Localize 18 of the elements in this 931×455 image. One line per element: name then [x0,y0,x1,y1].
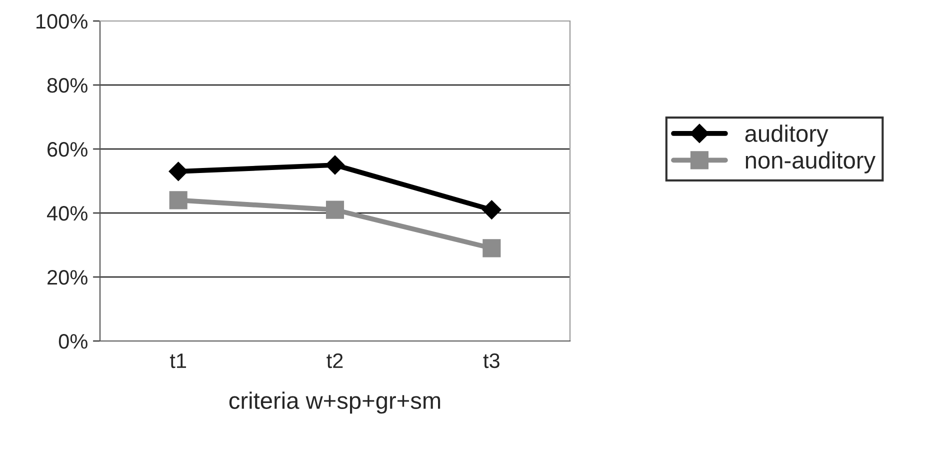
y-tick-label: 40% [46,206,88,221]
point [325,155,345,175]
point [168,162,188,181]
y-tick-label: 0% [58,334,88,349]
y-tick-label: 60% [48,142,88,157]
y-tick-label: 100% [36,14,88,29]
legend-label: non-auditory [746,151,876,174]
point [169,191,188,210]
x-axis-title: criteria w+sp+gr+sm [229,392,440,414]
x-tick-label: t1 [170,354,186,368]
point [482,239,501,258]
x-tick-label: t2 [326,353,343,368]
x-tick-label: t3 [483,353,500,368]
y-tick-label: 20% [48,270,88,285]
legend-label: auditory [745,124,828,147]
point [482,200,502,220]
point [326,200,344,219]
y-tick-label: 80% [47,78,88,93]
